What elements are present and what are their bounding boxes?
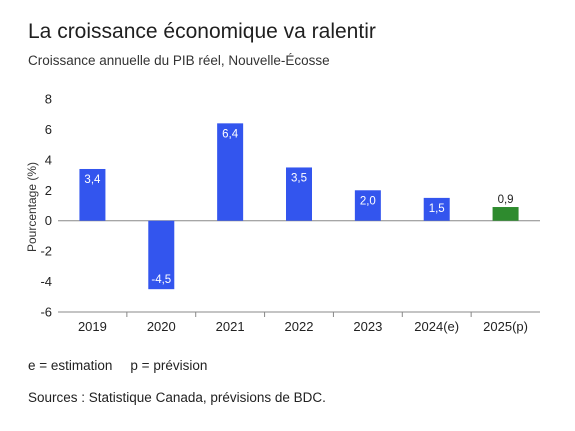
- x-tick-label: 2020: [147, 319, 176, 334]
- bar-2021: [217, 123, 244, 221]
- bar-2019: [79, 168, 106, 221]
- x-tick-label: 2019: [78, 319, 107, 334]
- bar-2024(e): [423, 197, 450, 221]
- data-label: 2,0: [360, 195, 376, 207]
- data-label: 6,4: [222, 128, 239, 140]
- chart-title: La croissance économique va ralentir: [28, 20, 376, 43]
- bar-2023: [354, 190, 381, 221]
- data-label: -4,5: [151, 274, 171, 286]
- y-tick-label: -4: [40, 274, 52, 289]
- x-tick-label: 2021: [216, 319, 245, 334]
- legend-estimation: e = estimation: [28, 358, 113, 373]
- y-tick-label: 6: [45, 122, 52, 137]
- bar-chart: 8 6 4 2 0 -2 -4 -6 3,4 2019 -4,5 2020 6,4 2021 3,5 202…: [25, 92, 540, 334]
- x-tick-label: 2023: [353, 319, 382, 334]
- data-label: 1,5: [429, 203, 445, 215]
- bar-2020: [148, 220, 175, 290]
- y-tick-label: -6: [40, 305, 52, 320]
- x-tick-label: 2024(e): [414, 319, 459, 334]
- y-tick-label: -2: [40, 244, 52, 259]
- y-axis-label: Pourcentage (%): [25, 162, 39, 252]
- y-tick-label: 0: [45, 213, 52, 228]
- bar-2022: [286, 167, 312, 221]
- data-label: 3,5: [291, 172, 307, 184]
- legend-prevision: p = prévision: [130, 358, 208, 373]
- chart-subtitle: Croissance annuelle du PIB réel, Nouvell…: [28, 53, 330, 68]
- data-label: 0,9: [498, 194, 514, 206]
- x-tick-label: 2025(p): [483, 319, 528, 334]
- y-tick-label: 2: [45, 183, 52, 198]
- data-label: 3,4: [84, 174, 101, 186]
- y-tick-label: 4: [45, 152, 52, 167]
- legend-note: e = estimation p = prévision: [28, 358, 207, 373]
- x-tick-label: 2022: [285, 319, 314, 334]
- source-note: Sources : Statistique Canada, prévisions…: [28, 390, 326, 405]
- bar-2025(p): [492, 207, 519, 221]
- y-tick-label: 8: [45, 92, 52, 107]
